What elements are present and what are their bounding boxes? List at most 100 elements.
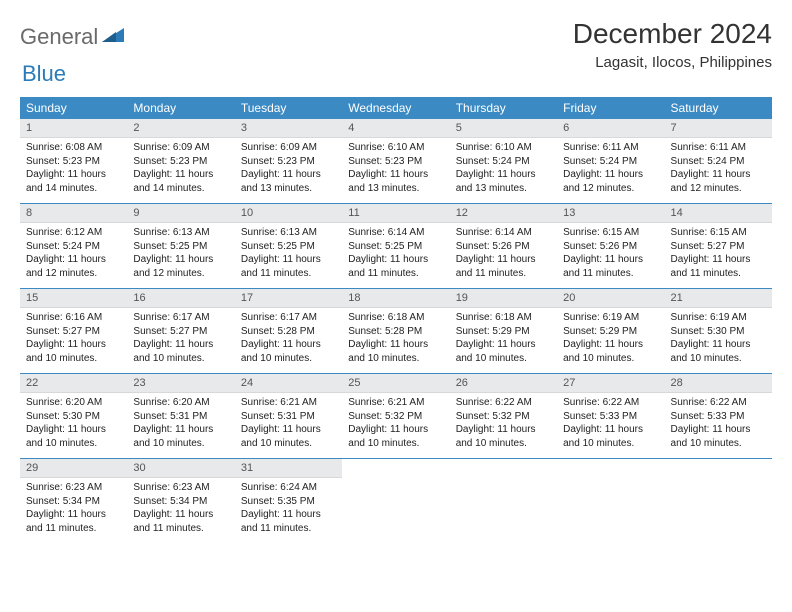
sunset-text: Sunset: 5:24 PM <box>671 155 766 169</box>
sunrise-text: Sunrise: 6:10 AM <box>348 141 443 155</box>
day-body: Sunrise: 6:21 AMSunset: 5:31 PMDaylight:… <box>235 393 342 458</box>
brand-text-2: Blue <box>22 61 66 87</box>
day-cell: 26Sunrise: 6:22 AMSunset: 5:32 PMDayligh… <box>450 374 557 459</box>
day-number: 15 <box>20 289 127 308</box>
day-cell: 24Sunrise: 6:21 AMSunset: 5:31 PMDayligh… <box>235 374 342 459</box>
daylight-text: Daylight: 11 hours and 10 minutes. <box>133 423 228 450</box>
sunset-text: Sunset: 5:24 PM <box>456 155 551 169</box>
sunrise-text: Sunrise: 6:14 AM <box>456 226 551 240</box>
day-body: Sunrise: 6:16 AMSunset: 5:27 PMDaylight:… <box>20 308 127 373</box>
dow-tuesday: Tuesday <box>235 97 342 119</box>
day-number: 17 <box>235 289 342 308</box>
day-body: Sunrise: 6:11 AMSunset: 5:24 PMDaylight:… <box>665 138 772 203</box>
day-cell: 2Sunrise: 6:09 AMSunset: 5:23 PMDaylight… <box>127 119 234 204</box>
dow-sunday: Sunday <box>20 97 127 119</box>
sunset-text: Sunset: 5:27 PM <box>671 240 766 254</box>
sunset-text: Sunset: 5:23 PM <box>348 155 443 169</box>
sunset-text: Sunset: 5:29 PM <box>456 325 551 339</box>
sunrise-text: Sunrise: 6:13 AM <box>133 226 228 240</box>
day-cell: 17Sunrise: 6:17 AMSunset: 5:28 PMDayligh… <box>235 289 342 374</box>
day-number: 28 <box>665 374 772 393</box>
sunset-text: Sunset: 5:32 PM <box>456 410 551 424</box>
sunrise-text: Sunrise: 6:19 AM <box>671 311 766 325</box>
day-cell: 5Sunrise: 6:10 AMSunset: 5:24 PMDaylight… <box>450 119 557 204</box>
day-body: Sunrise: 6:10 AMSunset: 5:24 PMDaylight:… <box>450 138 557 203</box>
day-body: Sunrise: 6:14 AMSunset: 5:26 PMDaylight:… <box>450 223 557 288</box>
dow-thursday: Thursday <box>450 97 557 119</box>
week-row: 22Sunrise: 6:20 AMSunset: 5:30 PMDayligh… <box>20 374 772 459</box>
day-number: 11 <box>342 204 449 223</box>
sunset-text: Sunset: 5:27 PM <box>26 325 121 339</box>
sunset-text: Sunset: 5:30 PM <box>26 410 121 424</box>
day-cell: 8Sunrise: 6:12 AMSunset: 5:24 PMDaylight… <box>20 204 127 289</box>
daylight-text: Daylight: 11 hours and 10 minutes. <box>671 423 766 450</box>
day-cell: 3Sunrise: 6:09 AMSunset: 5:23 PMDaylight… <box>235 119 342 204</box>
day-number: 30 <box>127 459 234 478</box>
day-body: Sunrise: 6:12 AMSunset: 5:24 PMDaylight:… <box>20 223 127 288</box>
sunrise-text: Sunrise: 6:17 AM <box>133 311 228 325</box>
week-row: 1Sunrise: 6:08 AMSunset: 5:23 PMDaylight… <box>20 119 772 204</box>
sunrise-text: Sunrise: 6:16 AM <box>26 311 121 325</box>
day-cell: 29Sunrise: 6:23 AMSunset: 5:34 PMDayligh… <box>20 459 127 544</box>
week-row: 15Sunrise: 6:16 AMSunset: 5:27 PMDayligh… <box>20 289 772 374</box>
sunrise-text: Sunrise: 6:23 AM <box>133 481 228 495</box>
day-number: 4 <box>342 119 449 138</box>
day-number: 3 <box>235 119 342 138</box>
daylight-text: Daylight: 11 hours and 11 minutes. <box>563 253 658 280</box>
sunset-text: Sunset: 5:34 PM <box>133 495 228 509</box>
day-cell: 19Sunrise: 6:18 AMSunset: 5:29 PMDayligh… <box>450 289 557 374</box>
location-text: Lagasit, Ilocos, Philippines <box>573 54 772 71</box>
day-body: Sunrise: 6:10 AMSunset: 5:23 PMDaylight:… <box>342 138 449 203</box>
day-number: 22 <box>20 374 127 393</box>
daylight-text: Daylight: 11 hours and 12 minutes. <box>563 168 658 195</box>
day-number: 20 <box>557 289 664 308</box>
sunset-text: Sunset: 5:28 PM <box>241 325 336 339</box>
day-number: 2 <box>127 119 234 138</box>
sunset-text: Sunset: 5:33 PM <box>671 410 766 424</box>
daylight-text: Daylight: 11 hours and 10 minutes. <box>133 338 228 365</box>
day-cell: 14Sunrise: 6:15 AMSunset: 5:27 PMDayligh… <box>665 204 772 289</box>
dow-wednesday: Wednesday <box>342 97 449 119</box>
day-number: 21 <box>665 289 772 308</box>
sunset-text: Sunset: 5:29 PM <box>563 325 658 339</box>
day-body: Sunrise: 6:23 AMSunset: 5:34 PMDaylight:… <box>127 478 234 543</box>
day-cell: 25Sunrise: 6:21 AMSunset: 5:32 PMDayligh… <box>342 374 449 459</box>
day-number: 13 <box>557 204 664 223</box>
day-cell: 28Sunrise: 6:22 AMSunset: 5:33 PMDayligh… <box>665 374 772 459</box>
day-number: 5 <box>450 119 557 138</box>
sunrise-text: Sunrise: 6:20 AM <box>26 396 121 410</box>
sunrise-text: Sunrise: 6:15 AM <box>671 226 766 240</box>
sunset-text: Sunset: 5:23 PM <box>241 155 336 169</box>
week-row: 29Sunrise: 6:23 AMSunset: 5:34 PMDayligh… <box>20 459 772 544</box>
sunset-text: Sunset: 5:35 PM <box>241 495 336 509</box>
sunset-text: Sunset: 5:25 PM <box>241 240 336 254</box>
daylight-text: Daylight: 11 hours and 10 minutes. <box>348 423 443 450</box>
day-number: 26 <box>450 374 557 393</box>
daylight-text: Daylight: 11 hours and 13 minutes. <box>348 168 443 195</box>
day-cell: 13Sunrise: 6:15 AMSunset: 5:26 PMDayligh… <box>557 204 664 289</box>
brand-mark-icon <box>102 26 126 49</box>
daylight-text: Daylight: 11 hours and 10 minutes. <box>26 423 121 450</box>
day-cell: 9Sunrise: 6:13 AMSunset: 5:25 PMDaylight… <box>127 204 234 289</box>
day-cell: 30Sunrise: 6:23 AMSunset: 5:34 PMDayligh… <box>127 459 234 544</box>
sunset-text: Sunset: 5:30 PM <box>671 325 766 339</box>
sunset-text: Sunset: 5:31 PM <box>241 410 336 424</box>
sunset-text: Sunset: 5:27 PM <box>133 325 228 339</box>
day-body: Sunrise: 6:20 AMSunset: 5:31 PMDaylight:… <box>127 393 234 458</box>
sunset-text: Sunset: 5:25 PM <box>133 240 228 254</box>
sunrise-text: Sunrise: 6:15 AM <box>563 226 658 240</box>
daylight-text: Daylight: 11 hours and 10 minutes. <box>563 338 658 365</box>
day-number: 14 <box>665 204 772 223</box>
day-cell: 15Sunrise: 6:16 AMSunset: 5:27 PMDayligh… <box>20 289 127 374</box>
sunrise-text: Sunrise: 6:13 AM <box>241 226 336 240</box>
daylight-text: Daylight: 11 hours and 11 minutes. <box>26 508 121 535</box>
daylight-text: Daylight: 11 hours and 10 minutes. <box>563 423 658 450</box>
day-body: Sunrise: 6:19 AMSunset: 5:29 PMDaylight:… <box>557 308 664 373</box>
day-cell: 16Sunrise: 6:17 AMSunset: 5:27 PMDayligh… <box>127 289 234 374</box>
daylight-text: Daylight: 11 hours and 13 minutes. <box>241 168 336 195</box>
daylight-text: Daylight: 11 hours and 11 minutes. <box>241 508 336 535</box>
week-row: 8Sunrise: 6:12 AMSunset: 5:24 PMDaylight… <box>20 204 772 289</box>
daylight-text: Daylight: 11 hours and 11 minutes. <box>348 253 443 280</box>
day-cell: 20Sunrise: 6:19 AMSunset: 5:29 PMDayligh… <box>557 289 664 374</box>
dow-friday: Friday <box>557 97 664 119</box>
